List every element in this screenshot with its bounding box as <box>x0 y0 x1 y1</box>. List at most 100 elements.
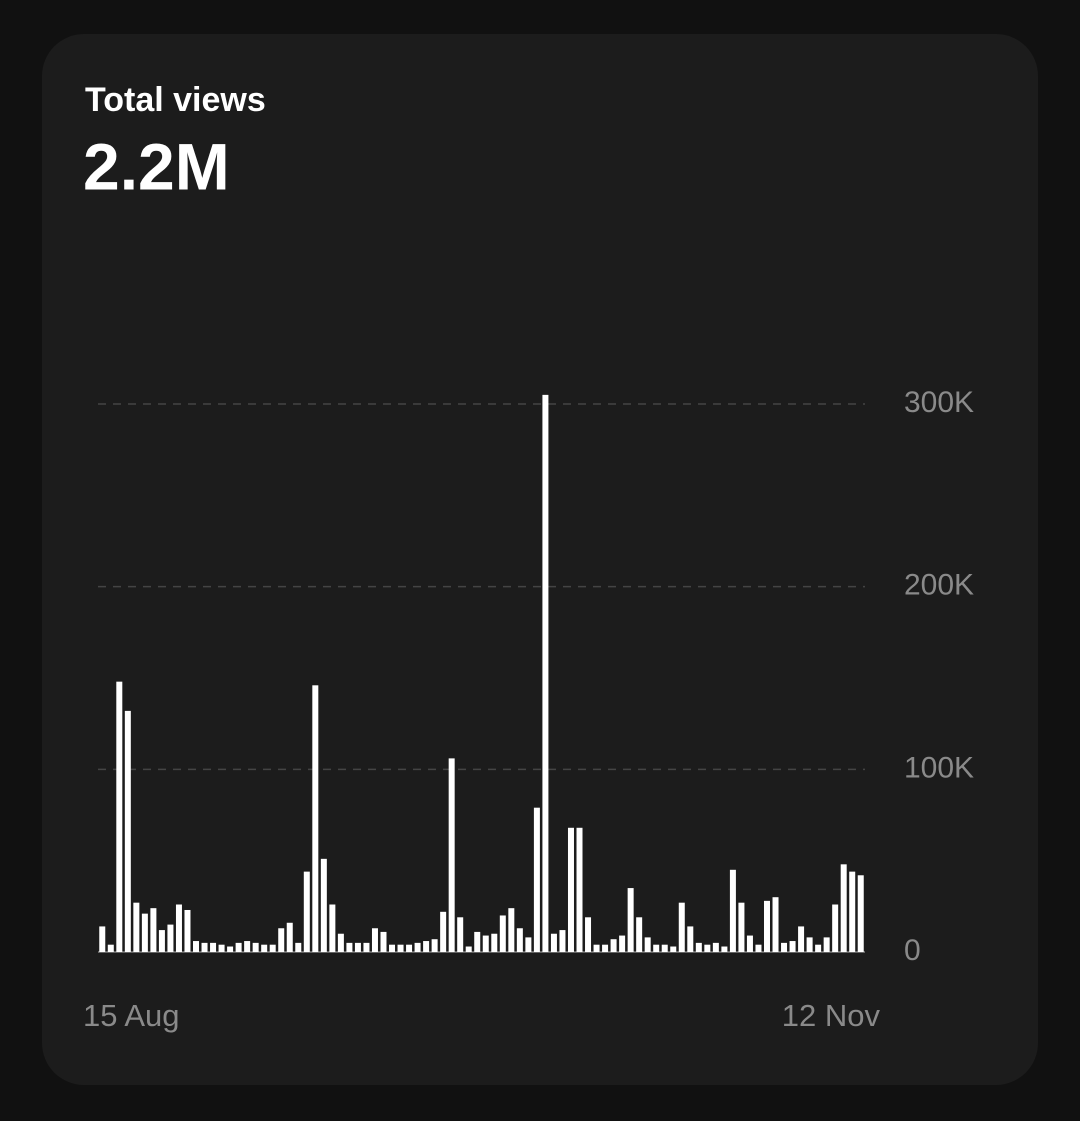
bar <box>312 685 319 952</box>
bar <box>746 935 753 952</box>
bar <box>133 902 140 952</box>
bar <box>738 902 745 952</box>
bar <box>593 944 600 952</box>
y-tick-label: 300K <box>904 386 974 419</box>
bar <box>849 871 856 952</box>
bar <box>840 864 847 952</box>
total-value: 2.2M <box>83 129 230 203</box>
bar <box>193 941 200 952</box>
bar <box>823 937 830 952</box>
chart-title: Total views <box>85 81 266 119</box>
bar <box>354 942 361 952</box>
bar <box>576 827 583 952</box>
bar <box>670 946 677 952</box>
bar <box>107 944 114 952</box>
bar <box>363 942 370 952</box>
bar <box>610 939 617 952</box>
bar <box>585 917 592 952</box>
bar <box>619 935 626 952</box>
bar <box>389 944 396 952</box>
bar <box>371 928 378 952</box>
bar <box>329 904 336 952</box>
bar <box>423 941 430 952</box>
bar <box>227 946 234 952</box>
bar <box>516 928 523 952</box>
bar <box>167 924 174 952</box>
bar <box>729 869 736 952</box>
bar <box>542 394 549 952</box>
bar <box>857 875 864 952</box>
bar <box>482 935 489 952</box>
bar <box>286 922 293 952</box>
bar <box>508 908 515 952</box>
bar <box>406 944 413 952</box>
bar <box>269 944 276 952</box>
bar <box>431 939 438 952</box>
bar <box>789 941 796 952</box>
bar <box>602 944 609 952</box>
bar <box>184 909 191 952</box>
bar <box>210 942 217 952</box>
y-tick-label: 100K <box>904 751 974 784</box>
bar <box>695 942 702 952</box>
x-tick-label: 12 Nov <box>782 998 881 1033</box>
bar <box>158 930 165 952</box>
x-tick-label: 15 Aug <box>83 998 180 1033</box>
bar <box>457 917 464 952</box>
bar <box>832 904 839 952</box>
bar <box>320 858 327 952</box>
bar <box>815 944 822 952</box>
bar <box>559 930 566 952</box>
bar <box>636 917 643 952</box>
card <box>42 34 1038 1085</box>
bar <box>150 908 157 952</box>
bar <box>440 911 447 952</box>
bar <box>448 758 455 952</box>
bar <box>550 933 557 952</box>
bar <box>806 937 813 952</box>
bar <box>99 926 106 952</box>
bar <box>499 915 506 952</box>
bar <box>704 944 711 952</box>
bar <box>124 710 131 952</box>
bar <box>303 871 310 952</box>
bar <box>653 944 660 952</box>
bar <box>252 942 259 952</box>
bar <box>721 946 728 952</box>
bar <box>380 931 387 952</box>
bar <box>141 913 148 952</box>
bar <box>781 942 788 952</box>
bar <box>712 942 719 952</box>
bar <box>533 807 540 952</box>
y-tick-label: 200K <box>904 569 974 602</box>
bar <box>295 942 302 952</box>
bar <box>772 897 779 952</box>
bar <box>175 904 182 952</box>
bar <box>678 902 685 952</box>
bar <box>465 946 472 952</box>
bar <box>116 681 123 952</box>
bar <box>763 900 770 952</box>
bar <box>627 888 634 952</box>
bar <box>798 926 805 952</box>
bar <box>346 942 353 952</box>
bar <box>474 931 481 952</box>
bar <box>201 942 208 952</box>
bar <box>218 944 225 952</box>
bar <box>755 944 762 952</box>
bar <box>644 937 651 952</box>
bar <box>567 827 574 952</box>
bar <box>278 928 285 952</box>
bar <box>525 937 532 952</box>
bar <box>337 933 344 952</box>
bar <box>491 933 498 952</box>
bar <box>661 944 668 952</box>
bar <box>261 944 268 952</box>
bar <box>687 926 694 952</box>
bar <box>397 944 404 952</box>
bar <box>244 941 251 952</box>
y-tick-label: 0 <box>904 934 921 967</box>
bar <box>235 942 242 952</box>
